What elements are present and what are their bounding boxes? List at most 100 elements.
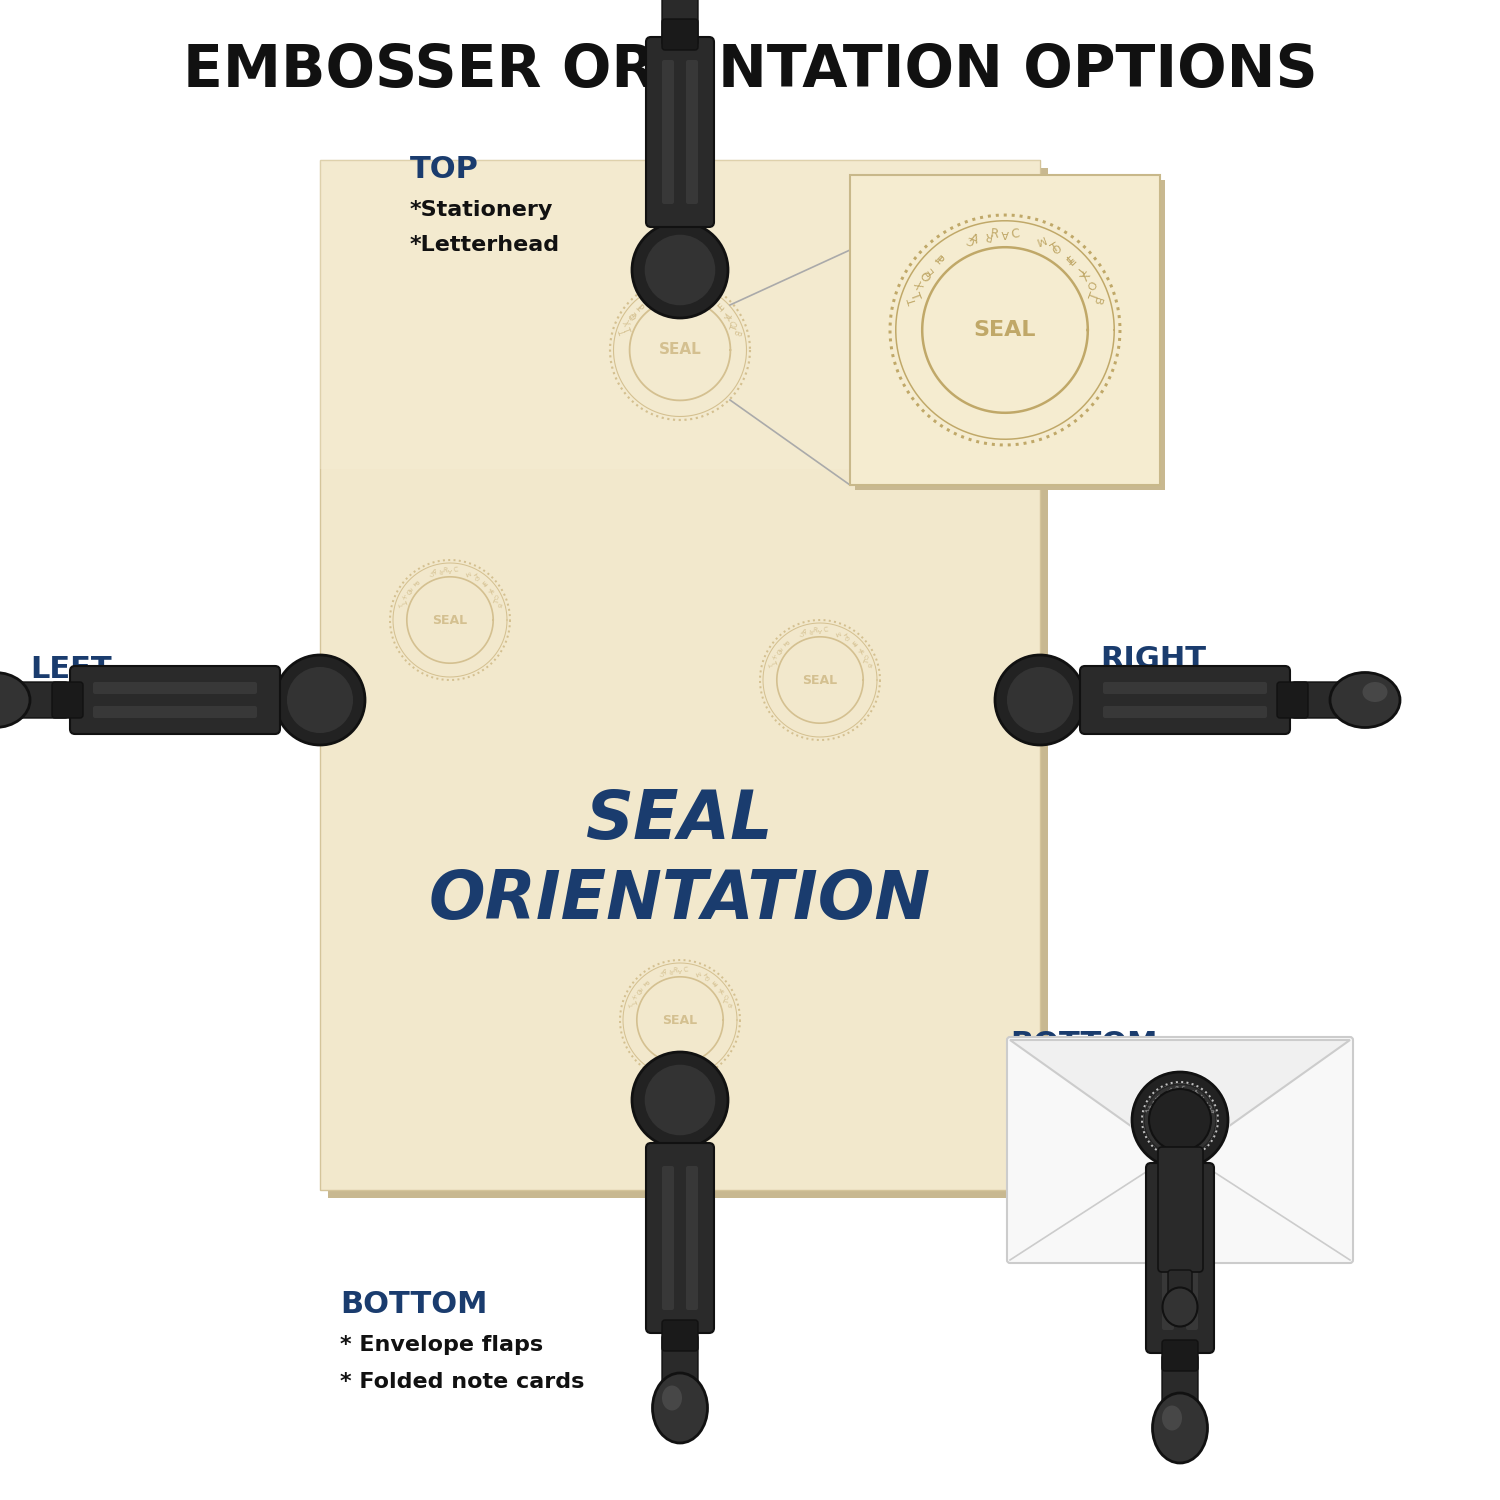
Polygon shape	[1010, 1040, 1350, 1161]
Text: T: T	[1208, 1107, 1214, 1112]
Text: A: A	[660, 969, 668, 976]
Text: A: A	[430, 568, 436, 576]
Text: R: R	[1174, 1086, 1179, 1090]
Text: P: P	[1155, 1094, 1161, 1100]
Text: C: C	[429, 570, 435, 576]
Text: B: B	[1208, 1108, 1214, 1113]
FancyBboxPatch shape	[6, 682, 69, 718]
Text: P: P	[1155, 1094, 1161, 1100]
Text: BOTTOM: BOTTOM	[340, 1290, 488, 1318]
Text: * Envelope flaps: * Envelope flaps	[340, 1335, 543, 1354]
Text: T: T	[1194, 1090, 1200, 1096]
Text: R: R	[442, 567, 447, 573]
Text: R: R	[808, 627, 813, 633]
Text: X: X	[1149, 1102, 1155, 1107]
FancyBboxPatch shape	[1162, 1186, 1174, 1330]
Text: O: O	[404, 588, 412, 596]
Text: O: O	[861, 652, 868, 660]
Text: O: O	[722, 993, 728, 999]
Text: T: T	[723, 999, 730, 1005]
Text: T: T	[710, 980, 717, 986]
Text: T: T	[1198, 1094, 1204, 1100]
Ellipse shape	[1362, 682, 1388, 702]
Text: A: A	[448, 567, 452, 572]
FancyBboxPatch shape	[53, 682, 82, 718]
FancyBboxPatch shape	[1276, 682, 1308, 718]
FancyBboxPatch shape	[1102, 706, 1268, 718]
Text: M: M	[834, 630, 842, 636]
Text: T: T	[486, 585, 492, 591]
Text: SEAL: SEAL	[802, 674, 837, 687]
Text: A: A	[1000, 228, 1010, 238]
Circle shape	[994, 656, 1084, 746]
Text: O: O	[634, 988, 642, 996]
Text: A: A	[678, 286, 682, 296]
Text: T: T	[414, 579, 420, 585]
FancyBboxPatch shape	[662, 1334, 698, 1396]
Text: C: C	[966, 234, 976, 246]
Text: B: B	[730, 328, 741, 336]
Text: T: T	[864, 658, 870, 664]
FancyBboxPatch shape	[855, 180, 1166, 490]
FancyBboxPatch shape	[1080, 666, 1290, 734]
Text: X: X	[633, 993, 639, 999]
Ellipse shape	[1162, 1287, 1197, 1326]
FancyBboxPatch shape	[1162, 1354, 1198, 1418]
Text: LEFT: LEFT	[30, 656, 111, 684]
Text: E: E	[716, 303, 726, 313]
FancyBboxPatch shape	[93, 682, 256, 694]
FancyBboxPatch shape	[686, 60, 698, 204]
Text: C: C	[660, 969, 664, 976]
Text: X: X	[1078, 270, 1094, 284]
Circle shape	[1007, 666, 1074, 734]
Text: T: T	[843, 633, 849, 640]
Text: R: R	[1172, 1086, 1176, 1092]
Text: T: T	[1156, 1094, 1161, 1100]
FancyBboxPatch shape	[1158, 1148, 1203, 1272]
Text: B: B	[1090, 296, 1102, 306]
Ellipse shape	[0, 672, 30, 728]
Text: O: O	[1083, 279, 1096, 291]
Text: T: T	[644, 980, 650, 986]
Text: A: A	[818, 627, 822, 632]
FancyBboxPatch shape	[1162, 1340, 1198, 1371]
Circle shape	[632, 222, 728, 318]
Text: O: O	[843, 633, 849, 640]
FancyBboxPatch shape	[662, 1320, 698, 1352]
Text: R: R	[672, 966, 676, 974]
Circle shape	[1132, 1072, 1228, 1168]
Text: C: C	[1182, 1086, 1185, 1090]
Text: T: T	[706, 294, 716, 304]
Text: T: T	[717, 986, 723, 992]
Text: T: T	[770, 658, 777, 664]
Text: ORIENTATION: ORIENTATION	[429, 867, 932, 933]
Text: T: T	[630, 999, 636, 1005]
Text: O: O	[472, 573, 480, 580]
Text: SEAL: SEAL	[974, 320, 1036, 340]
Text: T: T	[714, 302, 723, 310]
Text: T: T	[399, 602, 405, 608]
Text: E: E	[1200, 1094, 1204, 1100]
Text: T: T	[399, 598, 406, 604]
Text: C: C	[1167, 1088, 1172, 1094]
FancyBboxPatch shape	[850, 176, 1160, 484]
Text: T: T	[1194, 1090, 1200, 1096]
Text: X: X	[724, 314, 735, 322]
Text: X: X	[1149, 1102, 1155, 1107]
Text: RIGHT: RIGHT	[1100, 645, 1206, 674]
Text: X: X	[622, 318, 633, 327]
FancyBboxPatch shape	[1186, 1186, 1198, 1330]
Text: T: T	[636, 302, 646, 310]
Text: C: C	[453, 567, 458, 573]
Text: T: T	[850, 639, 856, 645]
Text: T: T	[1064, 252, 1074, 264]
Text: M: M	[465, 570, 471, 576]
Text: A: A	[968, 231, 980, 246]
Text: T: T	[472, 573, 480, 580]
Text: E: E	[1152, 1098, 1158, 1102]
FancyBboxPatch shape	[662, 60, 674, 204]
FancyBboxPatch shape	[646, 1143, 714, 1334]
FancyBboxPatch shape	[1292, 682, 1354, 718]
Ellipse shape	[1330, 672, 1400, 728]
Text: Perfect for envelope flaps: Perfect for envelope flaps	[1010, 1076, 1278, 1095]
